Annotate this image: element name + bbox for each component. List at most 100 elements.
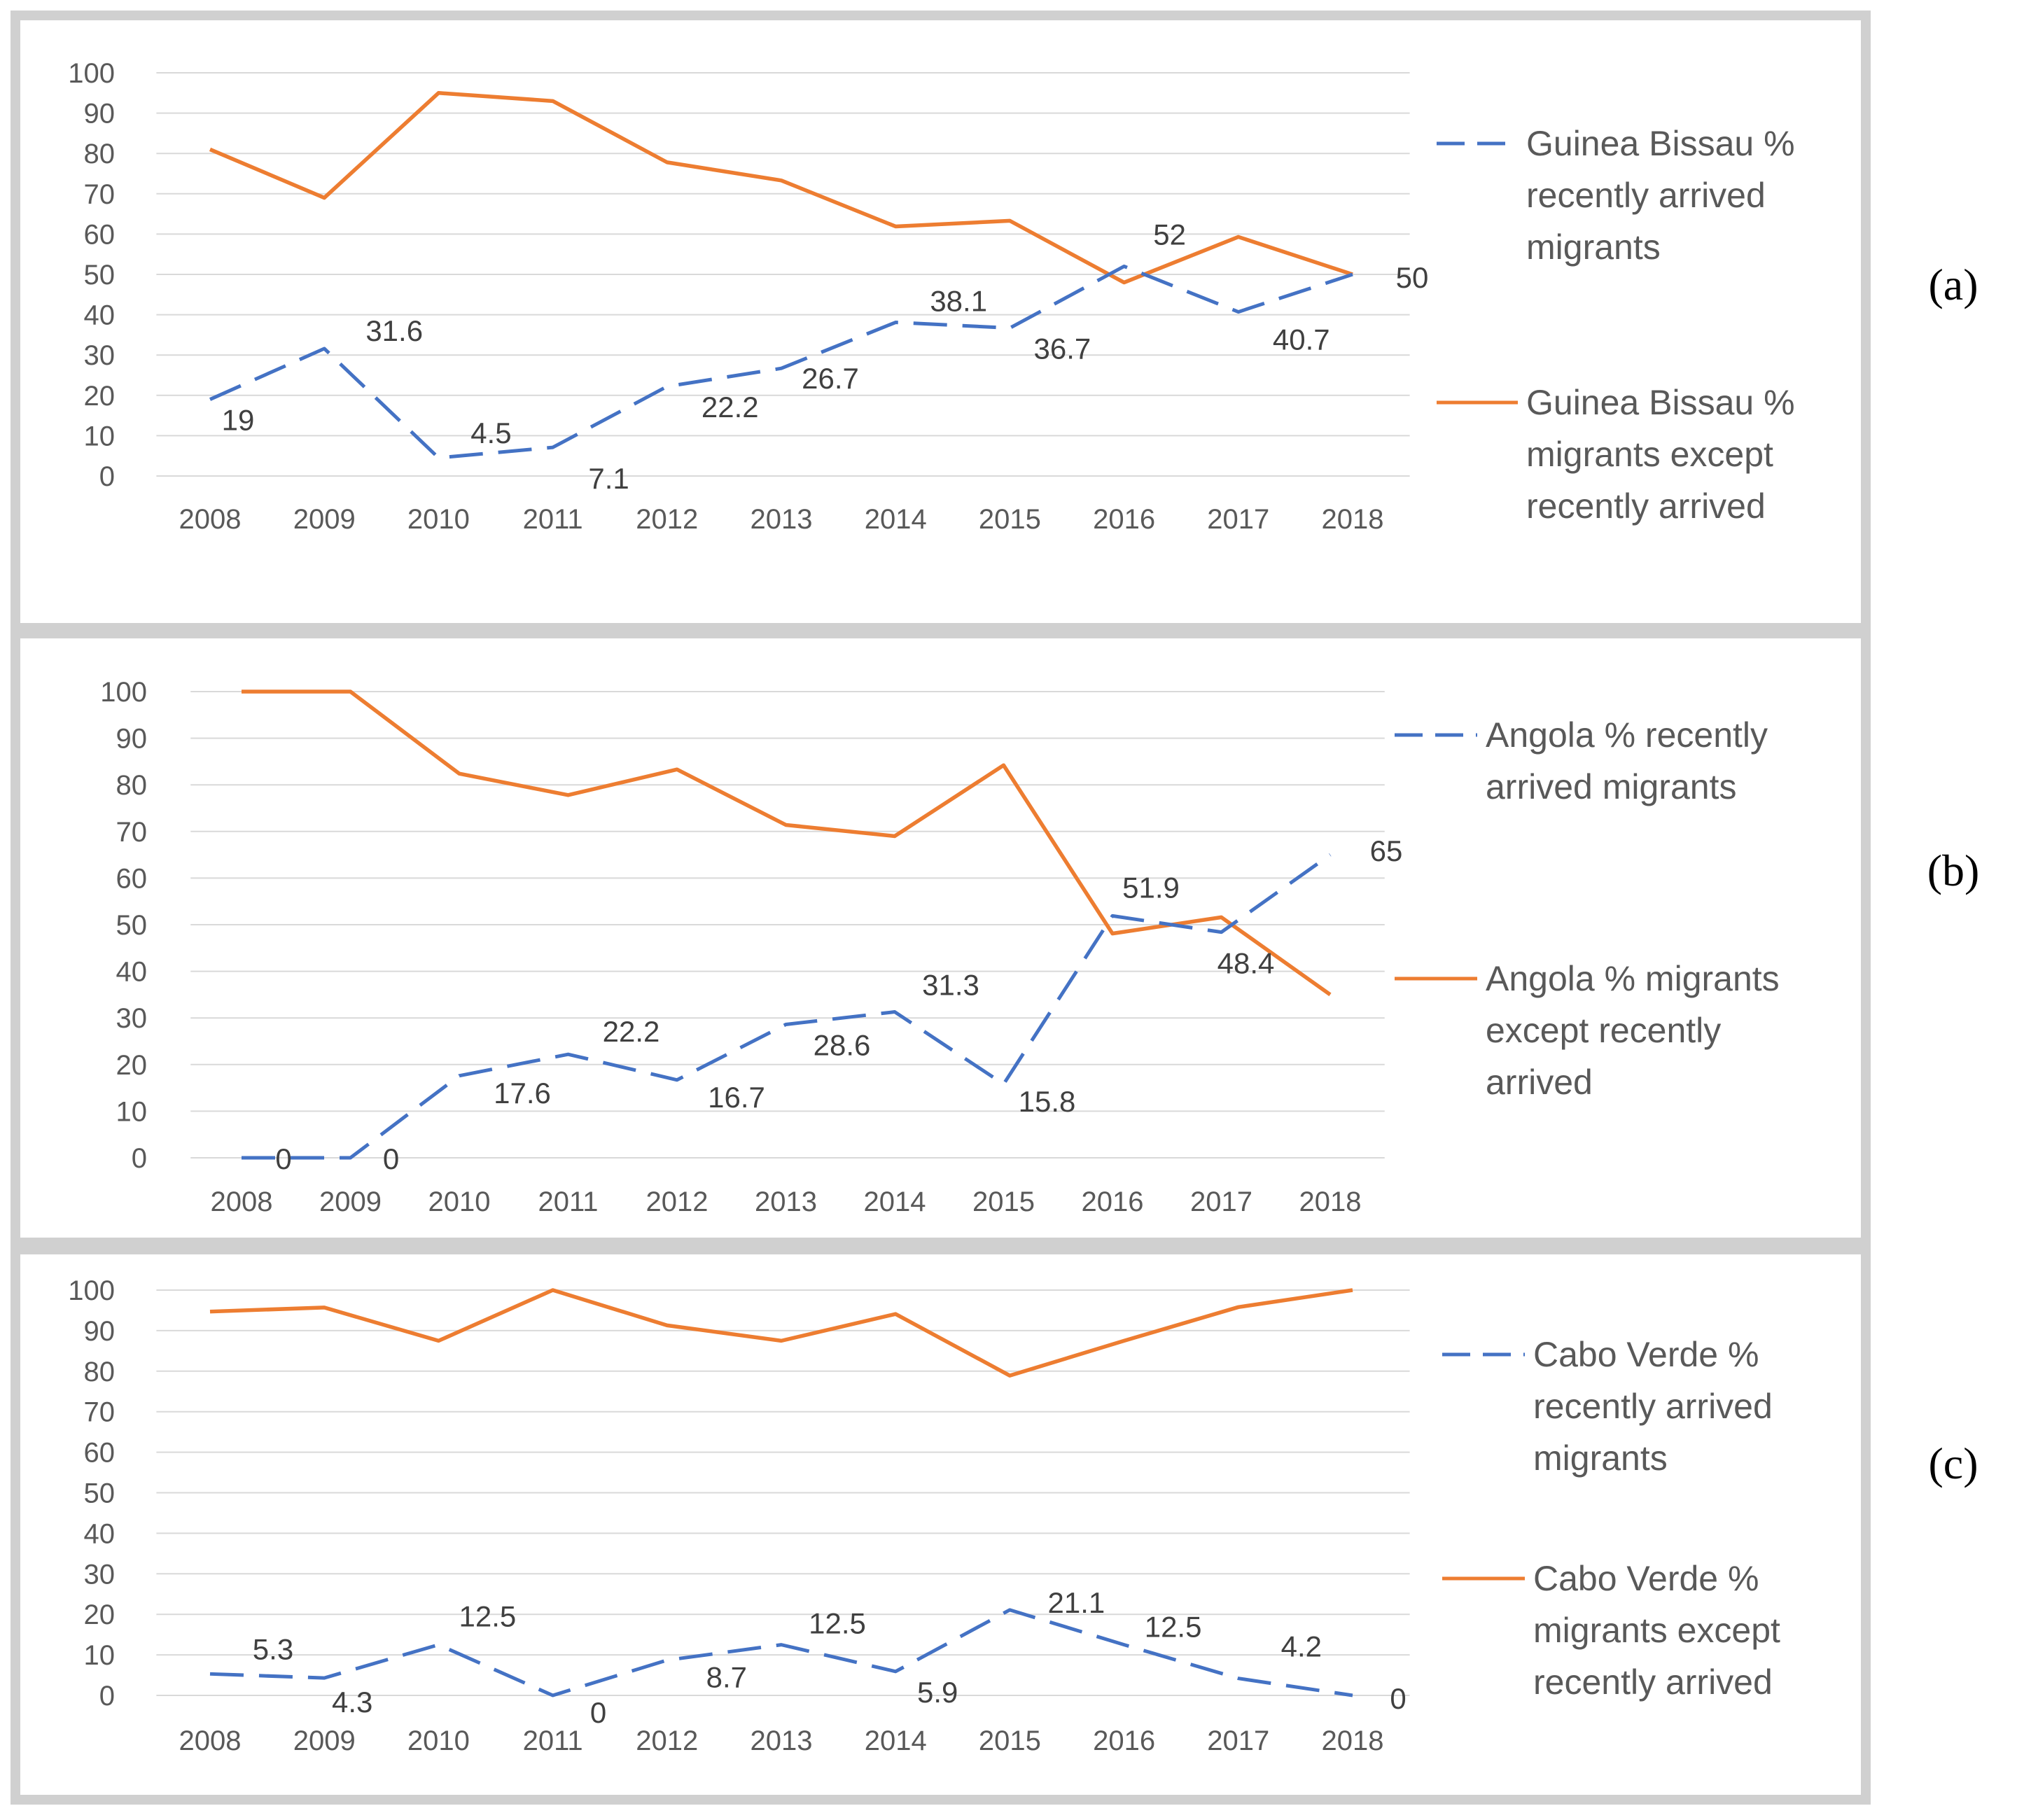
series-line xyxy=(209,264,1353,460)
data-label: 5.3 xyxy=(253,1632,293,1665)
legend-line: Cabo Verde % xyxy=(1533,1559,1759,1598)
legend-line: migrants xyxy=(1533,1438,1668,1478)
legend-item: Angola % migrants except recently arrived xyxy=(1395,959,1780,1102)
data-labels: 19 31.6 4.5 7.1 22.2 26.7 38.1 36.7 52 40.7 50 xyxy=(222,218,1429,495)
series-line xyxy=(242,690,1332,997)
legend-label: Angola % migrants except recently arrived xyxy=(1486,959,1780,1102)
legend-line: Guinea Bissau % xyxy=(1526,124,1795,163)
x-tick-label: 2012 xyxy=(636,1726,698,1756)
y-tick-label: 0 xyxy=(99,461,115,492)
x-axis: 2008 2009 2010 2011 2012 2013 2014 2015 2016 2017… xyxy=(179,504,1384,535)
data-label: 17.6 xyxy=(494,1077,551,1110)
x-tick-label: 2016 xyxy=(1093,1726,1155,1756)
x-tick-label: 2015 xyxy=(979,504,1041,535)
legend-item: Guinea Bissau % migrants except recently a… xyxy=(1437,383,1795,526)
data-label: 16.7 xyxy=(708,1081,765,1114)
data-label: 22.2 xyxy=(702,391,759,424)
data-label: 7.1 xyxy=(588,462,629,495)
y-tick-label: 80 xyxy=(84,139,116,169)
data-label: 0 xyxy=(275,1142,291,1175)
legend-line: Cabo Verde % xyxy=(1533,1335,1759,1374)
x-tick-label: 2010 xyxy=(428,1186,491,1217)
y-axis: 0 10 20 30 40 50 60 70 80 90 100 xyxy=(68,58,115,492)
x-tick-label: 2017 xyxy=(1207,504,1269,535)
y-tick-label: 50 xyxy=(84,260,116,290)
y-gridlines xyxy=(156,72,1410,477)
y-tick-label: 50 xyxy=(84,1478,116,1509)
x-tick-label: 2010 xyxy=(407,1726,470,1756)
x-tick-label: 2008 xyxy=(211,1186,273,1217)
legend-label: Cabo Verde % recently arrived migrants xyxy=(1533,1335,1773,1478)
x-tick-label: 2008 xyxy=(179,504,242,535)
legend-label: Cabo Verde % migrants except recently arri… xyxy=(1533,1559,1780,1702)
y-tick-label: 80 xyxy=(116,770,148,801)
data-label: 8.7 xyxy=(706,1661,747,1694)
y-tick-label: 20 xyxy=(84,381,116,412)
x-tick-label: 2016 xyxy=(1093,504,1155,535)
y-tick-label: 10 xyxy=(84,421,116,451)
y-tick-label: 90 xyxy=(84,99,116,130)
data-label: 26.7 xyxy=(802,362,859,395)
data-label: 0 xyxy=(590,1696,606,1729)
data-label: 0 xyxy=(1390,1682,1406,1715)
data-label: 50 xyxy=(1396,261,1429,294)
x-tick-label: 2010 xyxy=(407,504,470,535)
x-tick-label: 2013 xyxy=(755,1186,817,1217)
y-tick-label: 40 xyxy=(84,1518,116,1549)
y-tick-label: 0 xyxy=(132,1143,147,1174)
x-tick-label: 2018 xyxy=(1322,504,1384,535)
data-label: 12.5 xyxy=(459,1600,517,1633)
y-tick-label: 10 xyxy=(116,1096,148,1127)
y-tick-label: 50 xyxy=(116,910,148,941)
panel-label: (b) xyxy=(1927,846,1980,895)
y-tick-label: 20 xyxy=(84,1600,116,1630)
x-tick-label: 2012 xyxy=(636,504,698,535)
x-tick-label: 2011 xyxy=(523,1726,583,1756)
panel-border xyxy=(11,629,1871,1247)
y-tick-label: 100 xyxy=(68,1275,115,1306)
y-tick-label: 80 xyxy=(84,1357,116,1387)
x-tick-label: 2009 xyxy=(293,1726,356,1756)
legend-label: Guinea Bissau % migrants except recently a… xyxy=(1526,383,1795,526)
data-label: 19 xyxy=(222,404,255,437)
y-tick-label: 100 xyxy=(68,58,115,89)
x-axis: 2008 2009 2010 2011 2012 2013 2014 2015 2016 2017… xyxy=(211,1186,1362,1217)
x-tick-label: 2013 xyxy=(751,504,813,535)
data-label: 12.5 xyxy=(1145,1611,1202,1644)
y-tick-label: 30 xyxy=(116,1003,148,1034)
series-except-recently-arrived xyxy=(241,690,1332,997)
y-tick-label: 20 xyxy=(116,1050,148,1081)
data-label: 52 xyxy=(1153,218,1186,251)
data-label: 15.8 xyxy=(1019,1085,1076,1118)
series-recently-arrived xyxy=(209,264,1353,460)
x-tick-label: 2014 xyxy=(865,1726,927,1756)
y-tick-label: 60 xyxy=(84,219,116,250)
legend: Guinea Bissau % recently arrived migrantsG… xyxy=(1437,124,1795,526)
legend-line: except recently xyxy=(1486,1011,1721,1050)
x-tick-label: 2014 xyxy=(864,1186,926,1217)
series-recently-arrived xyxy=(241,853,1332,1160)
y-tick-label: 40 xyxy=(84,300,116,331)
x-tick-label: 2014 xyxy=(865,504,927,535)
x-tick-label: 2015 xyxy=(972,1186,1035,1217)
series-line xyxy=(209,1288,1353,1378)
y-tick-label: 60 xyxy=(116,863,148,894)
x-tick-label: 2011 xyxy=(523,504,583,535)
y-tick-label: 70 xyxy=(84,179,116,210)
x-tick-label: 2009 xyxy=(319,1186,382,1217)
y-tick-label: 0 xyxy=(99,1681,115,1712)
y-tick-label: 60 xyxy=(84,1438,116,1469)
legend-line: migrants except xyxy=(1526,435,1773,474)
y-tick-label: 100 xyxy=(100,677,147,708)
x-tick-label: 2009 xyxy=(293,504,356,535)
legend-line: recently arrived xyxy=(1533,1387,1773,1426)
y-tick-label: 90 xyxy=(84,1316,116,1347)
y-axis: 0 10 20 30 40 50 60 70 80 90 100 xyxy=(68,1275,115,1712)
data-labels: 0 0 17.6 22.2 16.7 28.6 31.3 15.8 51.9 48.4 65 xyxy=(275,834,1402,1175)
data-label: 12.5 xyxy=(809,1607,866,1640)
legend-line: recently arrived xyxy=(1526,486,1766,526)
legend-line: Angola % migrants xyxy=(1486,959,1780,998)
